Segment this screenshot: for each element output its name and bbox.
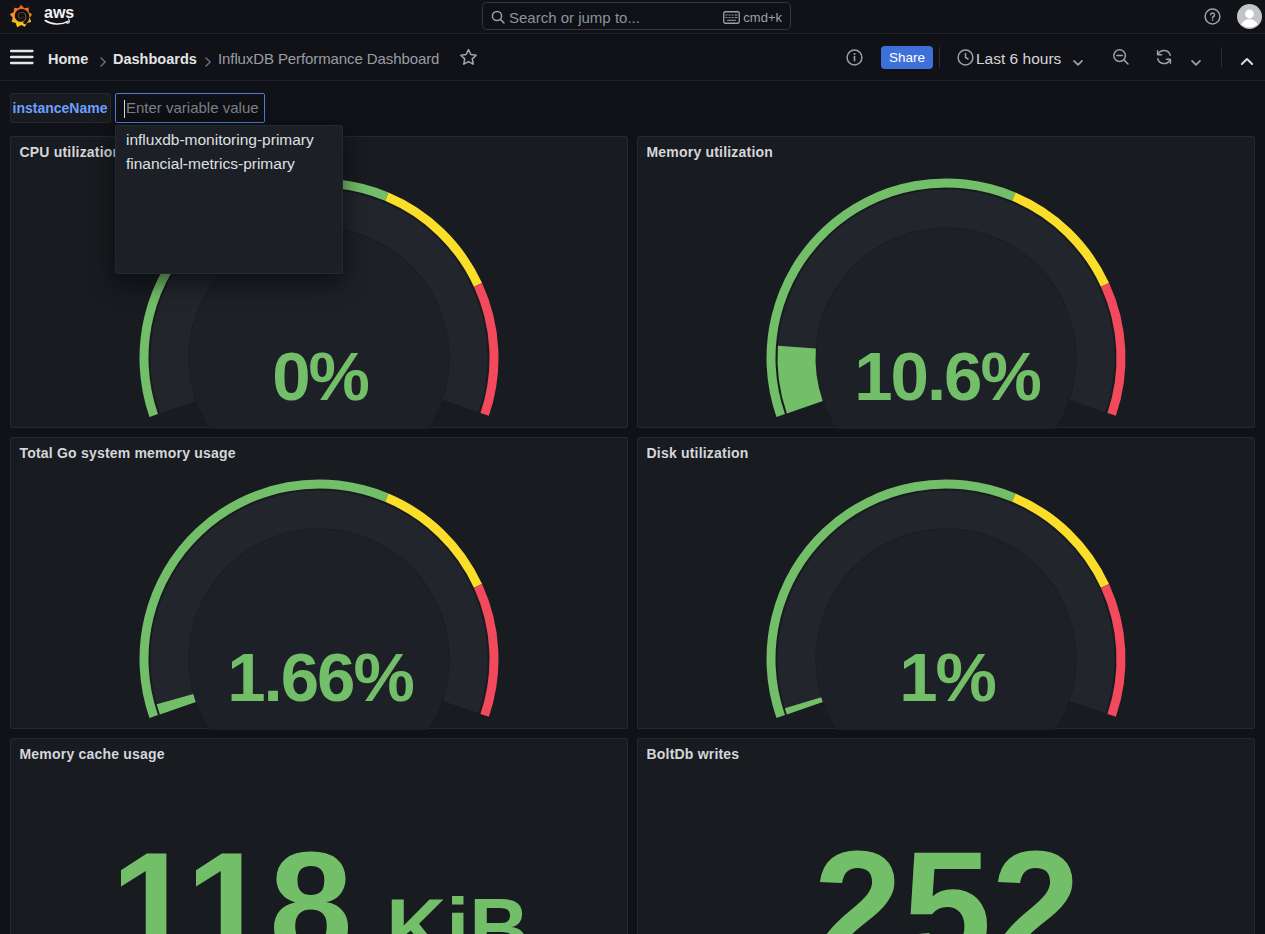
svg-text:aws: aws bbox=[44, 5, 74, 21]
